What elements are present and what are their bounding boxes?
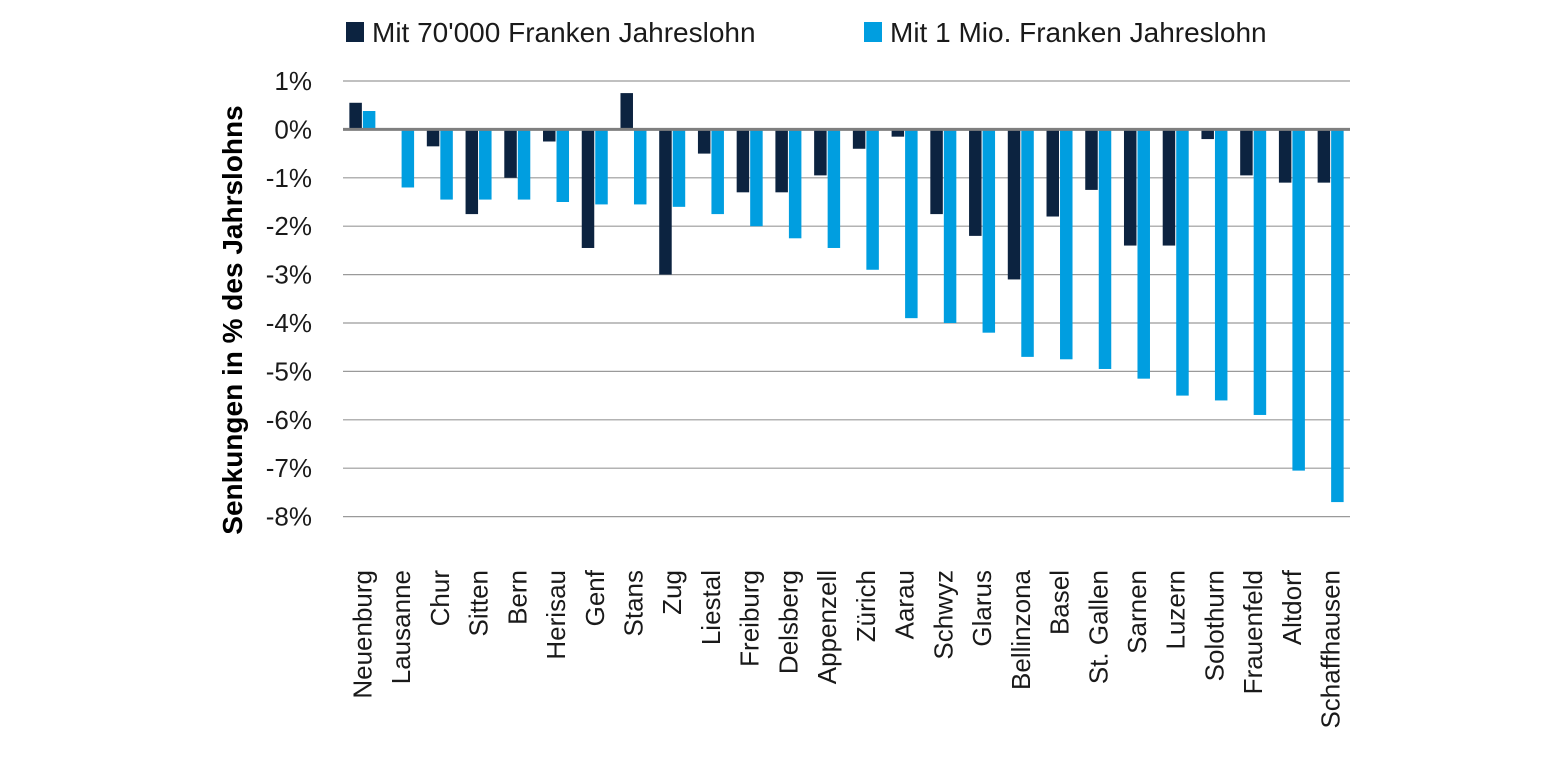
bar-1mio (943, 129, 957, 323)
bar-1mio (633, 129, 647, 205)
bar-70000 (1123, 129, 1137, 246)
bar-1mio (1176, 129, 1189, 396)
x-tick-label: Delsberg (773, 570, 803, 674)
x-tick-label: Basel (1045, 570, 1075, 635)
bar-70000 (852, 129, 866, 149)
bar-70000 (543, 129, 556, 142)
bar-1mio (1137, 129, 1150, 379)
x-tick-label: Appenzell (812, 570, 842, 684)
bar-70000 (349, 102, 362, 130)
bar-1mio (1098, 129, 1112, 369)
bar-70000 (1007, 129, 1021, 280)
x-tick-label: Zug (657, 570, 687, 615)
bar-1mio (440, 129, 453, 200)
bar-70000 (581, 129, 595, 248)
y-tick-label: -7% (266, 453, 312, 483)
legend-label-1mio: Mit 1 Mio. Franken Jahreslohn (890, 17, 1267, 48)
bar-1mio (1021, 129, 1034, 357)
x-tick-label: Luzern (1161, 570, 1191, 650)
bars (349, 93, 1344, 503)
x-tick-label: Chur (425, 570, 455, 627)
bar-1mio (595, 129, 608, 205)
legend-swatch-70000 (346, 22, 364, 42)
bar-1mio (1292, 129, 1305, 471)
bar-1mio (401, 129, 415, 188)
legend-swatch-1mio (864, 22, 882, 42)
bar-1mio (905, 129, 918, 319)
bar-1mio (866, 129, 879, 270)
bar-70000 (775, 129, 788, 193)
x-tick-label: Schwyz (928, 570, 958, 660)
bar-70000 (930, 129, 943, 215)
legend: Mit 70'000 Franken Jahreslohn Mit 1 Mio.… (346, 17, 1267, 48)
x-tick-label: Zürich (851, 570, 881, 642)
x-tick-label: Herisau (541, 570, 571, 660)
y-tick-label: 1% (274, 66, 312, 96)
gridlines (343, 80, 1350, 518)
legend-label-70000: Mit 70'000 Franken Jahreslohn (372, 17, 756, 48)
bar-70000 (1162, 129, 1176, 246)
x-tick-label: Sarnen (1122, 570, 1152, 654)
bar-70000 (1317, 129, 1331, 183)
bar-70000 (504, 129, 517, 178)
bar-1mio (982, 129, 996, 333)
bar-70000 (814, 129, 827, 176)
bar-70000 (1278, 129, 1292, 183)
bar-1mio (1060, 129, 1073, 360)
x-tick-label: Neuenburg (347, 570, 377, 699)
y-axis-label: Senkungen in % des Jahrslohns (217, 105, 248, 534)
x-tick-label: Lausanne (386, 570, 416, 684)
bar-70000 (1201, 129, 1214, 140)
bar-1mio (517, 129, 531, 200)
bar-70000 (620, 93, 633, 130)
y-tick-label: -5% (266, 356, 312, 386)
bar-1mio (479, 129, 492, 200)
x-tick-label: Freiburg (735, 570, 765, 667)
bar-70000 (1240, 129, 1253, 176)
bar-1mio (788, 129, 802, 239)
x-tick-label: Aarau (890, 570, 920, 639)
x-tick-label: Bellinzona (1006, 569, 1036, 690)
bar-1mio (1253, 129, 1267, 415)
x-tick-label: Frauenfeld (1238, 570, 1268, 694)
bar-70000 (736, 129, 750, 193)
bar-70000 (426, 129, 440, 147)
x-tick-label: Altdorf (1277, 569, 1307, 645)
y-tick-label: 0% (274, 114, 312, 144)
y-tick-label: -1% (266, 163, 312, 193)
bar-70000 (891, 129, 905, 137)
x-tick-label: Stans (618, 570, 648, 637)
bar-1mio (1214, 129, 1228, 401)
bar-1mio (711, 129, 724, 215)
bar-70000 (465, 129, 479, 215)
bar-1mio (556, 129, 570, 202)
x-tick-label: Schaffhausen (1316, 570, 1346, 729)
bar-1mio (1331, 129, 1344, 503)
y-tick-label: -6% (266, 405, 312, 435)
bar-1mio (827, 129, 841, 248)
x-tick-label: St. Gallen (1083, 570, 1113, 684)
y-tick-label: -4% (266, 308, 312, 338)
y-tick-label: -8% (266, 502, 312, 532)
bar-70000 (1085, 129, 1098, 190)
y-tick-label: -3% (266, 260, 312, 290)
x-tick-label: Bern (502, 570, 532, 625)
y-tick-label: -2% (266, 211, 312, 241)
x-tick-label: Solothurn (1199, 570, 1229, 681)
x-tick-label: Liestal (696, 570, 726, 645)
x-tick-label: Glarus (967, 570, 997, 647)
bar-70000 (697, 129, 711, 154)
x-axis-labels: Neuenburg Lausanne Chur Sitten Bern Herisau Ge… (347, 569, 1345, 728)
y-axis-ticks: 1% 0% -1% -2% -3% -4% -5% -6% -7% -8% (266, 66, 312, 532)
bar-1mio (750, 129, 763, 227)
bar-70000 (659, 129, 672, 275)
bar-1mio (362, 111, 376, 130)
bar-70000 (969, 129, 982, 236)
bar-1mio (672, 129, 686, 207)
x-tick-label: Genf (580, 569, 610, 626)
bar-70000 (1046, 129, 1060, 217)
x-tick-label: Sitten (464, 570, 494, 637)
